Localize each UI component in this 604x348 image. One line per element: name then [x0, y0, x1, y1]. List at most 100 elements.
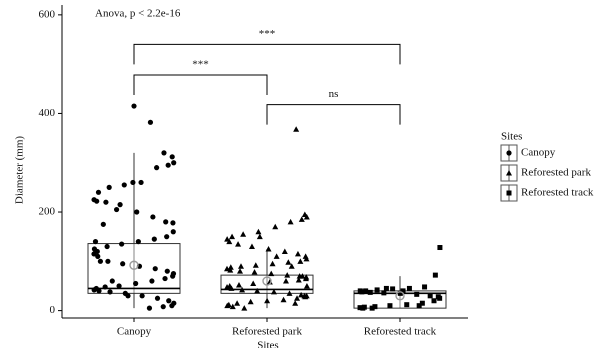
point	[301, 292, 308, 299]
point	[154, 295, 161, 301]
point	[238, 263, 245, 269]
point	[406, 285, 412, 291]
point	[109, 278, 115, 284]
point	[372, 304, 378, 310]
annotation: Anova, p < 2.2e-16	[95, 8, 181, 20]
point	[288, 263, 295, 269]
point	[269, 260, 276, 267]
point	[149, 278, 155, 284]
point	[135, 238, 141, 245]
point	[169, 154, 175, 160]
y-axis-title: Diameter (mm)	[14, 136, 26, 204]
point	[437, 245, 443, 251]
y-tick-label: 400	[39, 107, 56, 119]
point	[422, 284, 428, 290]
point	[160, 304, 166, 310]
point	[166, 298, 172, 304]
point	[163, 219, 169, 225]
point	[227, 267, 234, 273]
point	[431, 298, 437, 304]
point	[251, 269, 258, 275]
y-tick-label: 0	[50, 304, 56, 316]
point	[138, 179, 144, 186]
point	[404, 302, 410, 308]
point	[134, 209, 140, 215]
point	[237, 268, 244, 274]
legend-title: Sites	[501, 131, 522, 143]
point	[96, 288, 102, 294]
point	[390, 286, 396, 292]
mean	[262, 276, 272, 286]
point	[427, 293, 433, 299]
point	[357, 305, 363, 311]
point	[298, 216, 305, 222]
point	[91, 246, 98, 252]
point	[228, 285, 235, 291]
point	[285, 259, 292, 265]
point	[286, 290, 293, 296]
point	[92, 238, 99, 245]
point	[104, 243, 110, 250]
point	[268, 270, 275, 277]
significance-label: ***	[259, 28, 276, 40]
legend-label: Reforested park	[521, 167, 591, 179]
x-tick-label: Canopy	[117, 326, 152, 338]
point	[295, 277, 302, 283]
point	[170, 273, 176, 279]
point	[359, 289, 365, 295]
point	[95, 189, 102, 195]
legend-marker	[506, 150, 512, 156]
point	[152, 266, 158, 272]
point	[248, 243, 255, 250]
point	[97, 258, 104, 264]
point	[102, 284, 108, 290]
legend-label: Canopy	[521, 147, 556, 159]
point	[100, 221, 106, 227]
point	[131, 103, 137, 109]
point	[169, 303, 175, 309]
point	[119, 241, 125, 247]
mean	[129, 260, 139, 270]
point	[369, 305, 375, 311]
point	[298, 291, 305, 298]
point	[270, 288, 277, 295]
point	[256, 233, 263, 240]
point	[235, 281, 242, 288]
legend-marker	[506, 170, 512, 176]
x-axis-title: Sites	[257, 340, 278, 348]
y-tick-label: 600	[39, 8, 56, 20]
point	[121, 182, 127, 188]
point	[400, 288, 406, 294]
point	[162, 275, 168, 282]
point	[414, 291, 420, 297]
point	[229, 303, 236, 310]
point	[171, 160, 177, 166]
point	[125, 293, 131, 299]
point	[224, 283, 231, 290]
point	[293, 126, 300, 132]
point	[294, 250, 301, 257]
point	[437, 295, 443, 301]
point	[266, 279, 273, 285]
point	[360, 305, 366, 311]
point	[151, 236, 157, 242]
point	[117, 202, 123, 208]
point	[281, 248, 288, 254]
point	[150, 214, 156, 220]
point	[265, 245, 272, 252]
point	[103, 199, 109, 205]
point	[432, 272, 438, 278]
point	[252, 262, 259, 268]
point	[297, 258, 304, 264]
point	[299, 273, 306, 279]
point	[154, 165, 160, 171]
point	[374, 287, 380, 293]
point	[235, 241, 242, 247]
point	[147, 119, 154, 125]
point	[94, 198, 100, 204]
point	[255, 228, 262, 235]
point	[419, 300, 425, 306]
point	[224, 302, 231, 309]
point	[363, 288, 369, 294]
point	[241, 305, 248, 311]
